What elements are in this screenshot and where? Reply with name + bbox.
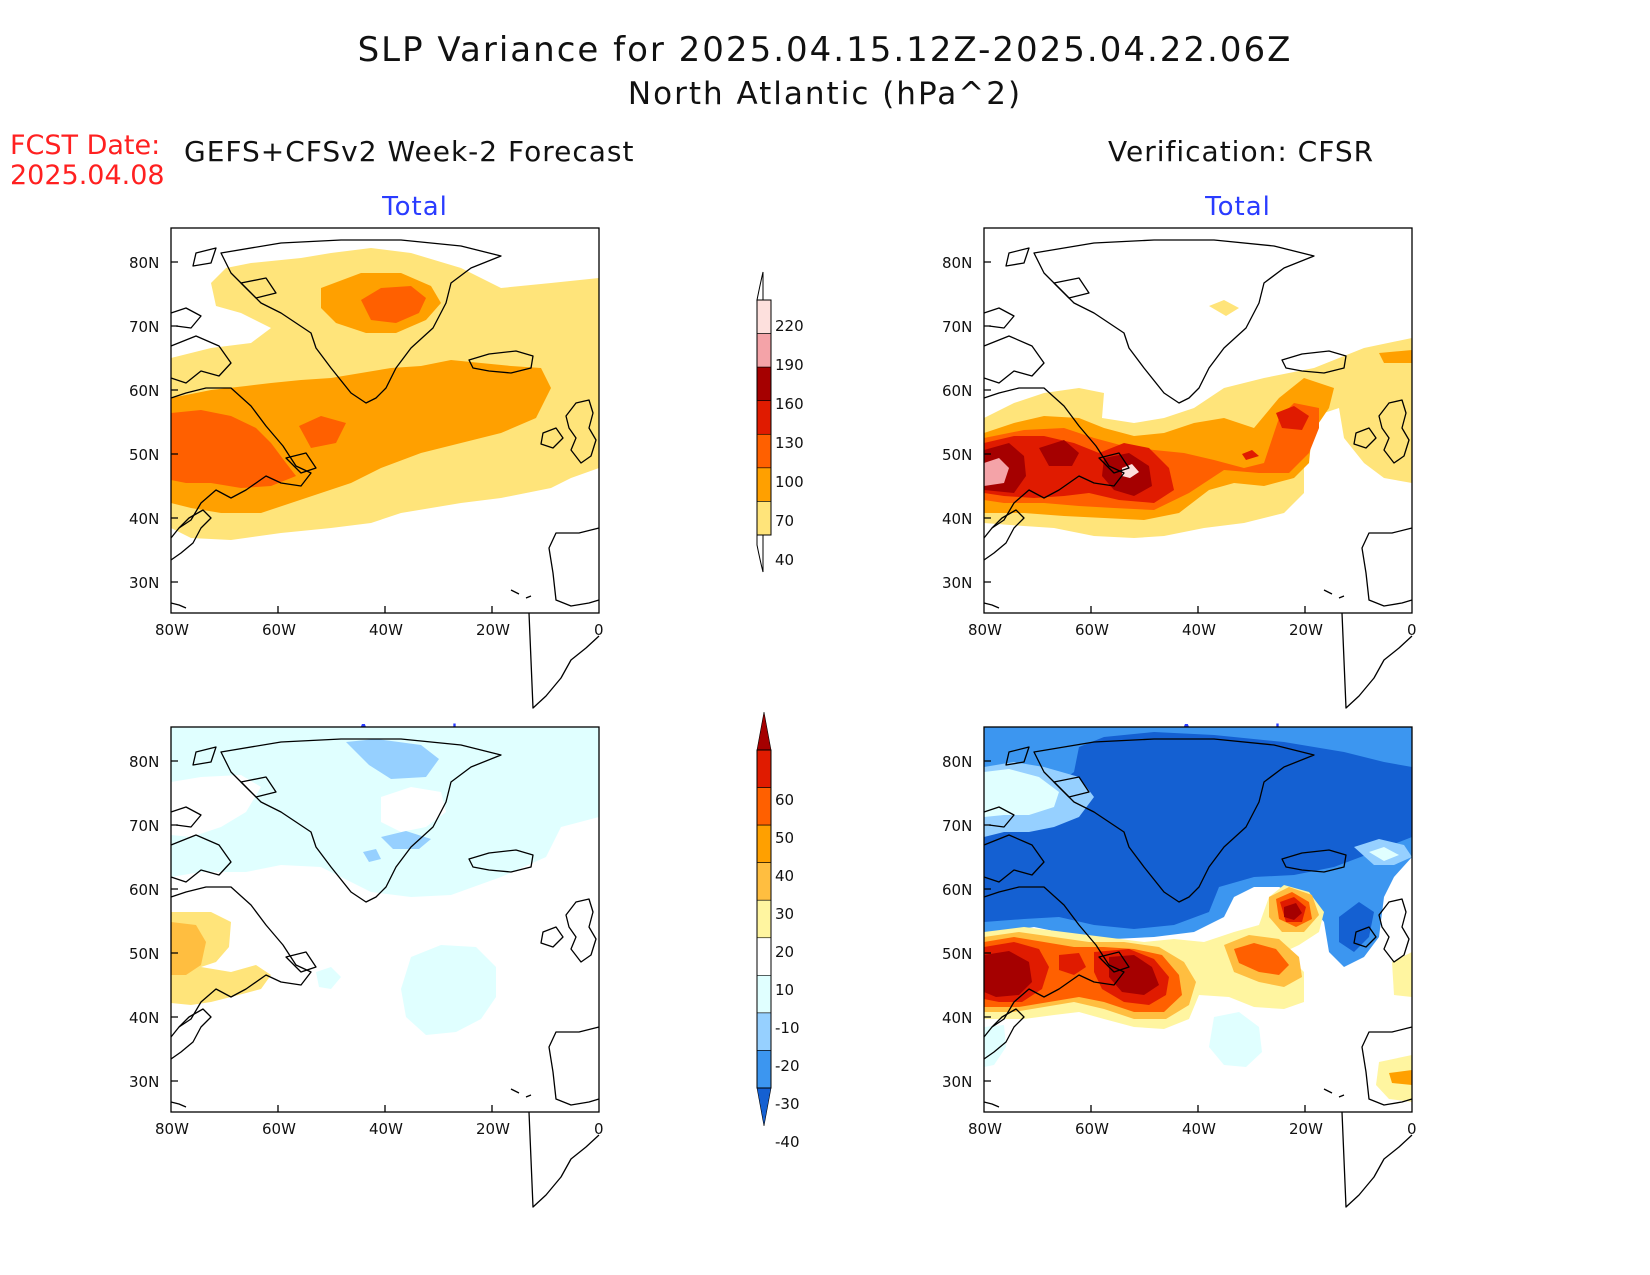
lat-tick: 50N (942, 945, 973, 963)
colorbar-swatch (756, 433, 772, 469)
colorbar-label: 220 (775, 317, 804, 335)
colorbar-triangle-top (756, 711, 772, 751)
lat-tick: 70N (942, 817, 973, 835)
verification-anomaly-map (983, 726, 1413, 1208)
colorbar-label: 40 (775, 551, 795, 569)
colorbar-label: 130 (775, 434, 804, 452)
colorbar-swatch (756, 299, 772, 334)
lat-tick: 60N (129, 382, 160, 400)
lat-tick: 30N (129, 574, 160, 592)
lon-tick: 40W (1182, 1120, 1216, 1138)
colorbar-label: 100 (775, 473, 804, 491)
lon-tick: 40W (1182, 621, 1216, 639)
lon-tick: 60W (262, 621, 296, 639)
lat-tick: 50N (129, 446, 160, 464)
colorbar-label: 190 (775, 356, 804, 374)
colorbar-label: 30 (775, 905, 795, 923)
verification-heading: Verification: CFSR (1108, 135, 1375, 168)
lon-tick: 0 (594, 621, 604, 639)
lon-tick: 80W (155, 1120, 189, 1138)
colorbar-swatch (756, 400, 772, 435)
lon-tick: 20W (1289, 1120, 1323, 1138)
colorbar-label: 20 (775, 943, 795, 961)
lon-tick: 20W (476, 621, 510, 639)
lat-tick: 80N (942, 254, 973, 272)
colorbar-swatch (756, 1012, 772, 1051)
lat-tick: 40N (942, 510, 973, 528)
lat-tick: 40N (942, 1009, 973, 1027)
lat-tick: 50N (942, 446, 973, 464)
lat-tick: 50N (129, 945, 160, 963)
lat-tick: 70N (942, 318, 973, 336)
lon-tick: 40W (369, 1120, 403, 1138)
lon-tick: 0 (594, 1120, 604, 1138)
lat-tick: 30N (942, 1073, 973, 1091)
lon-tick: 0 (1407, 1120, 1417, 1138)
figure-title: SLP Variance for 2025.04.15.12Z-2025.04.… (357, 30, 1293, 70)
forecast-total-map (170, 227, 600, 709)
lat-tick: 30N (129, 1073, 160, 1091)
colorbar-swatch (756, 787, 772, 826)
figure-subtitle: North Atlantic (hPa^2) (627, 76, 1023, 112)
colorbar-swatch (756, 333, 772, 368)
lat-tick: 60N (942, 881, 973, 899)
colorbar-swatch (756, 899, 772, 939)
lat-tick: 80N (129, 254, 160, 272)
colorbar-label: 70 (775, 512, 795, 530)
colorbar-triangle-bottom (756, 1087, 772, 1127)
lon-tick: 80W (968, 621, 1002, 639)
lon-tick: 0 (1407, 621, 1417, 639)
lat-tick: 80N (942, 753, 973, 771)
colorbar-swatch (756, 467, 772, 502)
fcst-date-label: FCST Date: (10, 130, 161, 161)
lon-tick: 20W (476, 1120, 510, 1138)
colorbar-label: 160 (775, 395, 804, 413)
lat-tick: 40N (129, 1009, 160, 1027)
lon-tick: 40W (369, 621, 403, 639)
colorbar-swatch (756, 501, 772, 536)
colorbar-label: 40 (775, 867, 795, 885)
colorbar-label: -10 (775, 1019, 800, 1037)
colorbar-swatch (756, 1050, 772, 1089)
lat-tick: 40N (129, 510, 160, 528)
colorbar-swatch (756, 824, 772, 863)
lat-tick: 30N (942, 574, 973, 592)
colorbar-label: -30 (775, 1095, 800, 1113)
colorbar-label: 60 (775, 791, 795, 809)
colorbar-swatch (756, 862, 772, 901)
lat-tick: 60N (942, 382, 973, 400)
colorbar-label: 10 (775, 981, 795, 999)
total-colorbar (756, 271, 772, 573)
colorbar-swatch (756, 366, 772, 402)
lon-tick: 60W (1075, 621, 1109, 639)
lon-tick: 60W (1075, 1120, 1109, 1138)
anomaly-colorbar (756, 711, 772, 1127)
colorbar-swatch (756, 937, 772, 976)
forecast-heading: GEFS+CFSv2 Week-2 Forecast (184, 135, 635, 168)
panel-title-top-left: Total (382, 192, 448, 222)
lon-tick: 80W (155, 621, 189, 639)
lon-tick: 80W (968, 1120, 1002, 1138)
lat-tick: 60N (129, 881, 160, 899)
lat-tick: 80N (129, 753, 160, 771)
colorbar-swatch (756, 975, 772, 1014)
colorbar-swatch (756, 749, 772, 788)
lon-tick: 60W (262, 1120, 296, 1138)
colorbar-label: -20 (775, 1057, 800, 1075)
panel-title-top-right: Total (1205, 192, 1271, 222)
lat-tick: 70N (129, 817, 160, 835)
lon-tick: 20W (1289, 621, 1323, 639)
colorbar-label: -40 (775, 1133, 800, 1151)
verification-total-map (983, 227, 1413, 709)
fcst-date-value: 2025.04.08 (10, 160, 165, 191)
colorbar-label: 50 (775, 829, 795, 847)
lat-tick: 70N (129, 318, 160, 336)
forecast-anomaly-map (170, 726, 600, 1208)
